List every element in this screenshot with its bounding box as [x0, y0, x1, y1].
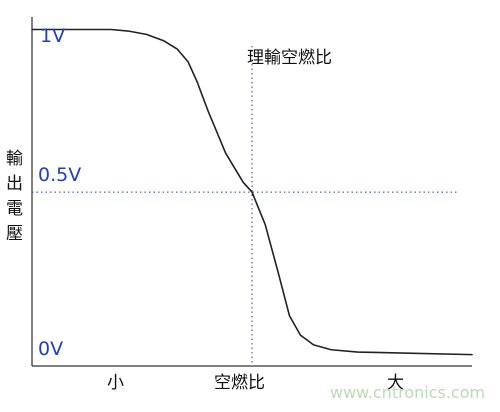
y-axis-label-part: 壓: [6, 224, 23, 244]
y-axis-label-part: 輸: [6, 149, 23, 169]
output-voltage-curve: [31, 28, 473, 356]
y-tick-label-1v: 1V: [40, 25, 65, 47]
x-category-label-small: 小: [107, 373, 124, 393]
y-axis-label-part: 電: [6, 199, 23, 219]
x-category-label-air-fuel-ratio: 空燃比: [214, 373, 265, 393]
y-tick-label-0-5v: 0.5V: [38, 164, 81, 186]
x-category-label-large: 大: [387, 373, 404, 393]
y-tick-label-0v: 0V: [38, 338, 63, 360]
reference-line-label: 理輸空燃比: [247, 48, 332, 68]
chart-marks: [31, 17, 473, 367]
watermark-text: www.cntronics.com: [330, 383, 485, 402]
y-axis-label-part: 出: [6, 174, 23, 194]
